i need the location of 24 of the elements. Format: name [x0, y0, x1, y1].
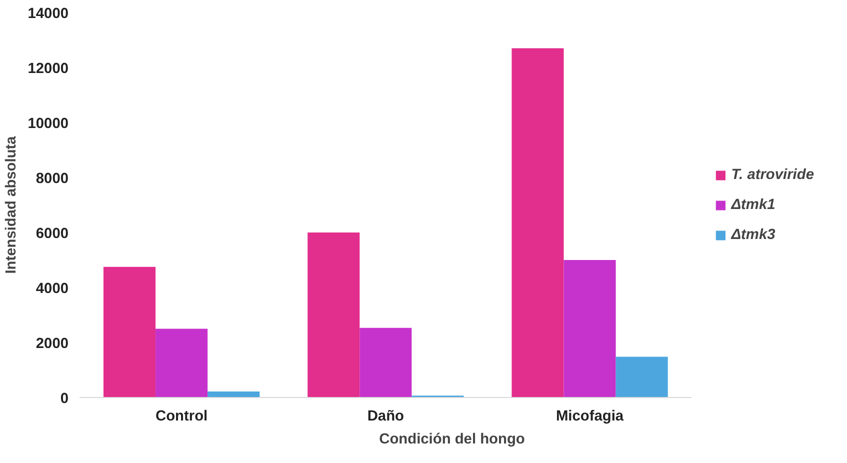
- bar: [512, 48, 564, 398]
- legend-label: T. atroviride: [731, 166, 814, 182]
- legend-label: Δtmk1: [731, 196, 776, 212]
- bar: [564, 260, 616, 398]
- x-tick-label: Daño: [367, 408, 404, 424]
- bar: [208, 391, 260, 398]
- y-tick-label: 10000: [28, 116, 69, 132]
- bar: [156, 328, 208, 398]
- y-tick-label: 2000: [36, 336, 69, 352]
- y-tick-label: 0: [60, 391, 69, 407]
- y-tick-label: 8000: [36, 171, 69, 187]
- x-axis-title: Condición del hongo: [379, 432, 525, 448]
- y-tick-label: 12000: [28, 61, 69, 77]
- bar: [308, 232, 360, 398]
- x-tick-label: Control: [156, 408, 208, 424]
- y-tick-label: 14000: [28, 6, 69, 22]
- x-tick-label: Micofagia: [556, 408, 624, 424]
- y-tick-label: 4000: [36, 281, 69, 297]
- bar: [360, 328, 412, 398]
- y-axis-title: Intensidad absoluta: [4, 135, 20, 274]
- y-tick-label: 6000: [36, 226, 69, 242]
- legend-label: Δtmk3: [731, 226, 776, 242]
- bar: [103, 266, 156, 398]
- bar: [616, 356, 668, 398]
